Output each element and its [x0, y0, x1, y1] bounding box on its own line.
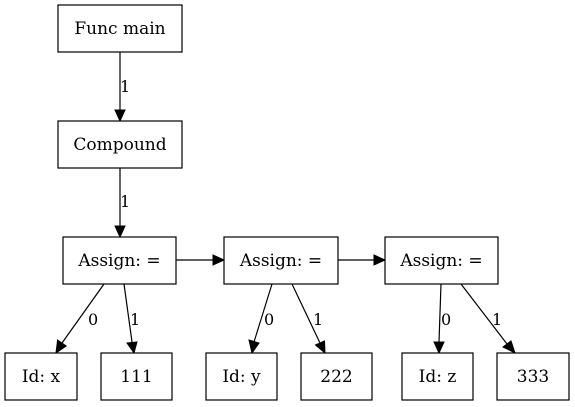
node-label-id-z: Id: z: [419, 367, 457, 387]
node-111: 111: [100, 352, 173, 401]
edge-label-assign3-333: 1: [492, 310, 502, 329]
node-label-111: 111: [120, 367, 152, 387]
edge-assign2-222: [291, 283, 326, 355]
edge-assign1-idx: [55, 283, 105, 355]
edge-label-assign3-idz: 0: [441, 310, 451, 329]
edge-func-compound: [114, 52, 126, 123]
edge-assign2-idy: [248, 283, 273, 355]
node-func-main: Func main: [57, 4, 183, 53]
node-label-222: 222: [320, 367, 352, 387]
node-label-func-main: Func main: [74, 19, 165, 39]
edge-assign2-assign3: [338, 254, 387, 266]
node-label-assign-2: Assign: =: [239, 251, 322, 271]
edge-label-assign1-111: 1: [130, 310, 140, 329]
edge-label-assign2-222: 1: [313, 310, 323, 329]
node-333: 333: [496, 352, 570, 401]
node-assign-3: Assign: =: [384, 236, 499, 285]
node-assign-1: Assign: =: [62, 236, 177, 285]
node-label-id-x: Id: x: [22, 367, 61, 387]
edge-assign3-idz: [433, 283, 445, 355]
node-compound: Compound: [57, 120, 183, 169]
node-id-z: Id: z: [401, 352, 474, 401]
edge-assign3-333: [460, 283, 516, 354]
edge-label-compound-assign1: 1: [120, 192, 130, 211]
node-222: 222: [300, 352, 373, 401]
edge-label-assign1-idx: 0: [88, 310, 98, 329]
node-label-id-y: Id: y: [222, 367, 261, 387]
edge-compound-assign1: [114, 168, 126, 239]
node-label-assign-3: Assign: =: [399, 251, 482, 271]
node-label-333: 333: [517, 367, 549, 387]
node-id-x: Id: x: [4, 352, 78, 401]
edge-assign1-assign2: [176, 254, 226, 266]
node-label-compound: Compound: [73, 135, 166, 155]
node-label-assign-1: Assign: =: [77, 251, 160, 271]
edge-label-func-compound: 1: [120, 77, 130, 96]
node-assign-2: Assign: =: [223, 236, 339, 285]
edge-assign1-111: [123, 283, 138, 355]
edge-label-assign2-idy: 0: [264, 310, 274, 329]
node-id-y: Id: y: [205, 352, 278, 401]
